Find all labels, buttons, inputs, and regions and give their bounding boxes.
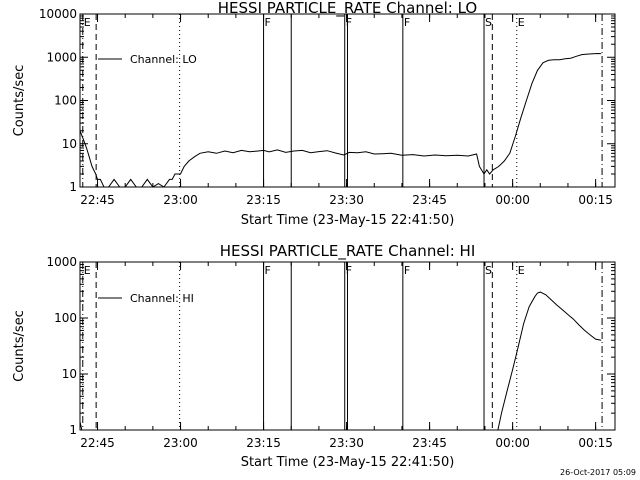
x-tick-label: 00:00: [495, 436, 530, 450]
x-axis-label: Start Time (23-May-15 22:41:50): [241, 455, 455, 470]
event-marker-label: F: [265, 16, 271, 29]
event-marker-label: F: [404, 264, 410, 277]
y-tick-label: 100: [54, 94, 77, 108]
plot-date: 26-Oct-2017 05:09: [560, 468, 636, 477]
y-tick-label: 10: [62, 137, 77, 151]
legend-label: Channel: HI: [130, 292, 194, 305]
x-tick-label: 23:15: [246, 193, 281, 207]
y-axis-label: Counts/sec: [12, 310, 27, 382]
event-marker-label: S: [485, 16, 492, 29]
event-marker-label: E: [518, 264, 525, 277]
x-axis-label: Start Time (23-May-15 22:41:50): [241, 213, 455, 228]
y-tick-label: 10000: [39, 7, 77, 21]
event-marker-label: E: [84, 16, 91, 29]
y-tick-label: 1000: [46, 50, 77, 64]
series-line: [497, 291, 602, 431]
x-tick-label: 23:45: [412, 436, 447, 450]
plot-frame: [79, 13, 616, 188]
x-tick-label: 22:45: [80, 436, 115, 450]
y-tick-label: 10: [62, 367, 77, 381]
chart-title: HESSI PARTICLE_RATE Channel: HI: [220, 242, 476, 261]
x-tick-label: 00:00: [495, 193, 530, 207]
y-tick-label: 1: [69, 180, 77, 194]
y-tick-label: 1: [69, 423, 77, 437]
event-marker-label: F: [346, 264, 352, 277]
x-tick-label: 23:15: [246, 436, 281, 450]
event-marker-label: S: [485, 264, 492, 277]
x-tick-label: 23:30: [329, 193, 364, 207]
x-tick-label: 00:15: [578, 193, 613, 207]
x-tick-label: 23:45: [412, 193, 447, 207]
x-tick-label: 00:15: [578, 436, 613, 450]
x-tick-label: 23:30: [329, 436, 364, 450]
y-tick-label: 1000: [46, 255, 77, 269]
plot-frame: [79, 261, 616, 431]
legend-label: Channel: LO: [130, 53, 197, 66]
y-tick-label: 100: [54, 311, 77, 325]
panel-hi: HESSI PARTICLE_RATE Channel: HI Start Tim…: [12, 242, 616, 470]
event-marker-label: F: [265, 264, 271, 277]
x-tick-label: 23:00: [163, 193, 198, 207]
event-marker-label: E: [84, 264, 91, 277]
x-tick-label: 22:45: [80, 193, 115, 207]
event-marker-label: E: [518, 16, 525, 29]
x-tick-label: 23:00: [163, 436, 198, 450]
event-marker-label: F: [404, 16, 410, 29]
y-axis-label: Counts/sec: [12, 65, 27, 137]
event-marker-label: F: [346, 16, 352, 29]
